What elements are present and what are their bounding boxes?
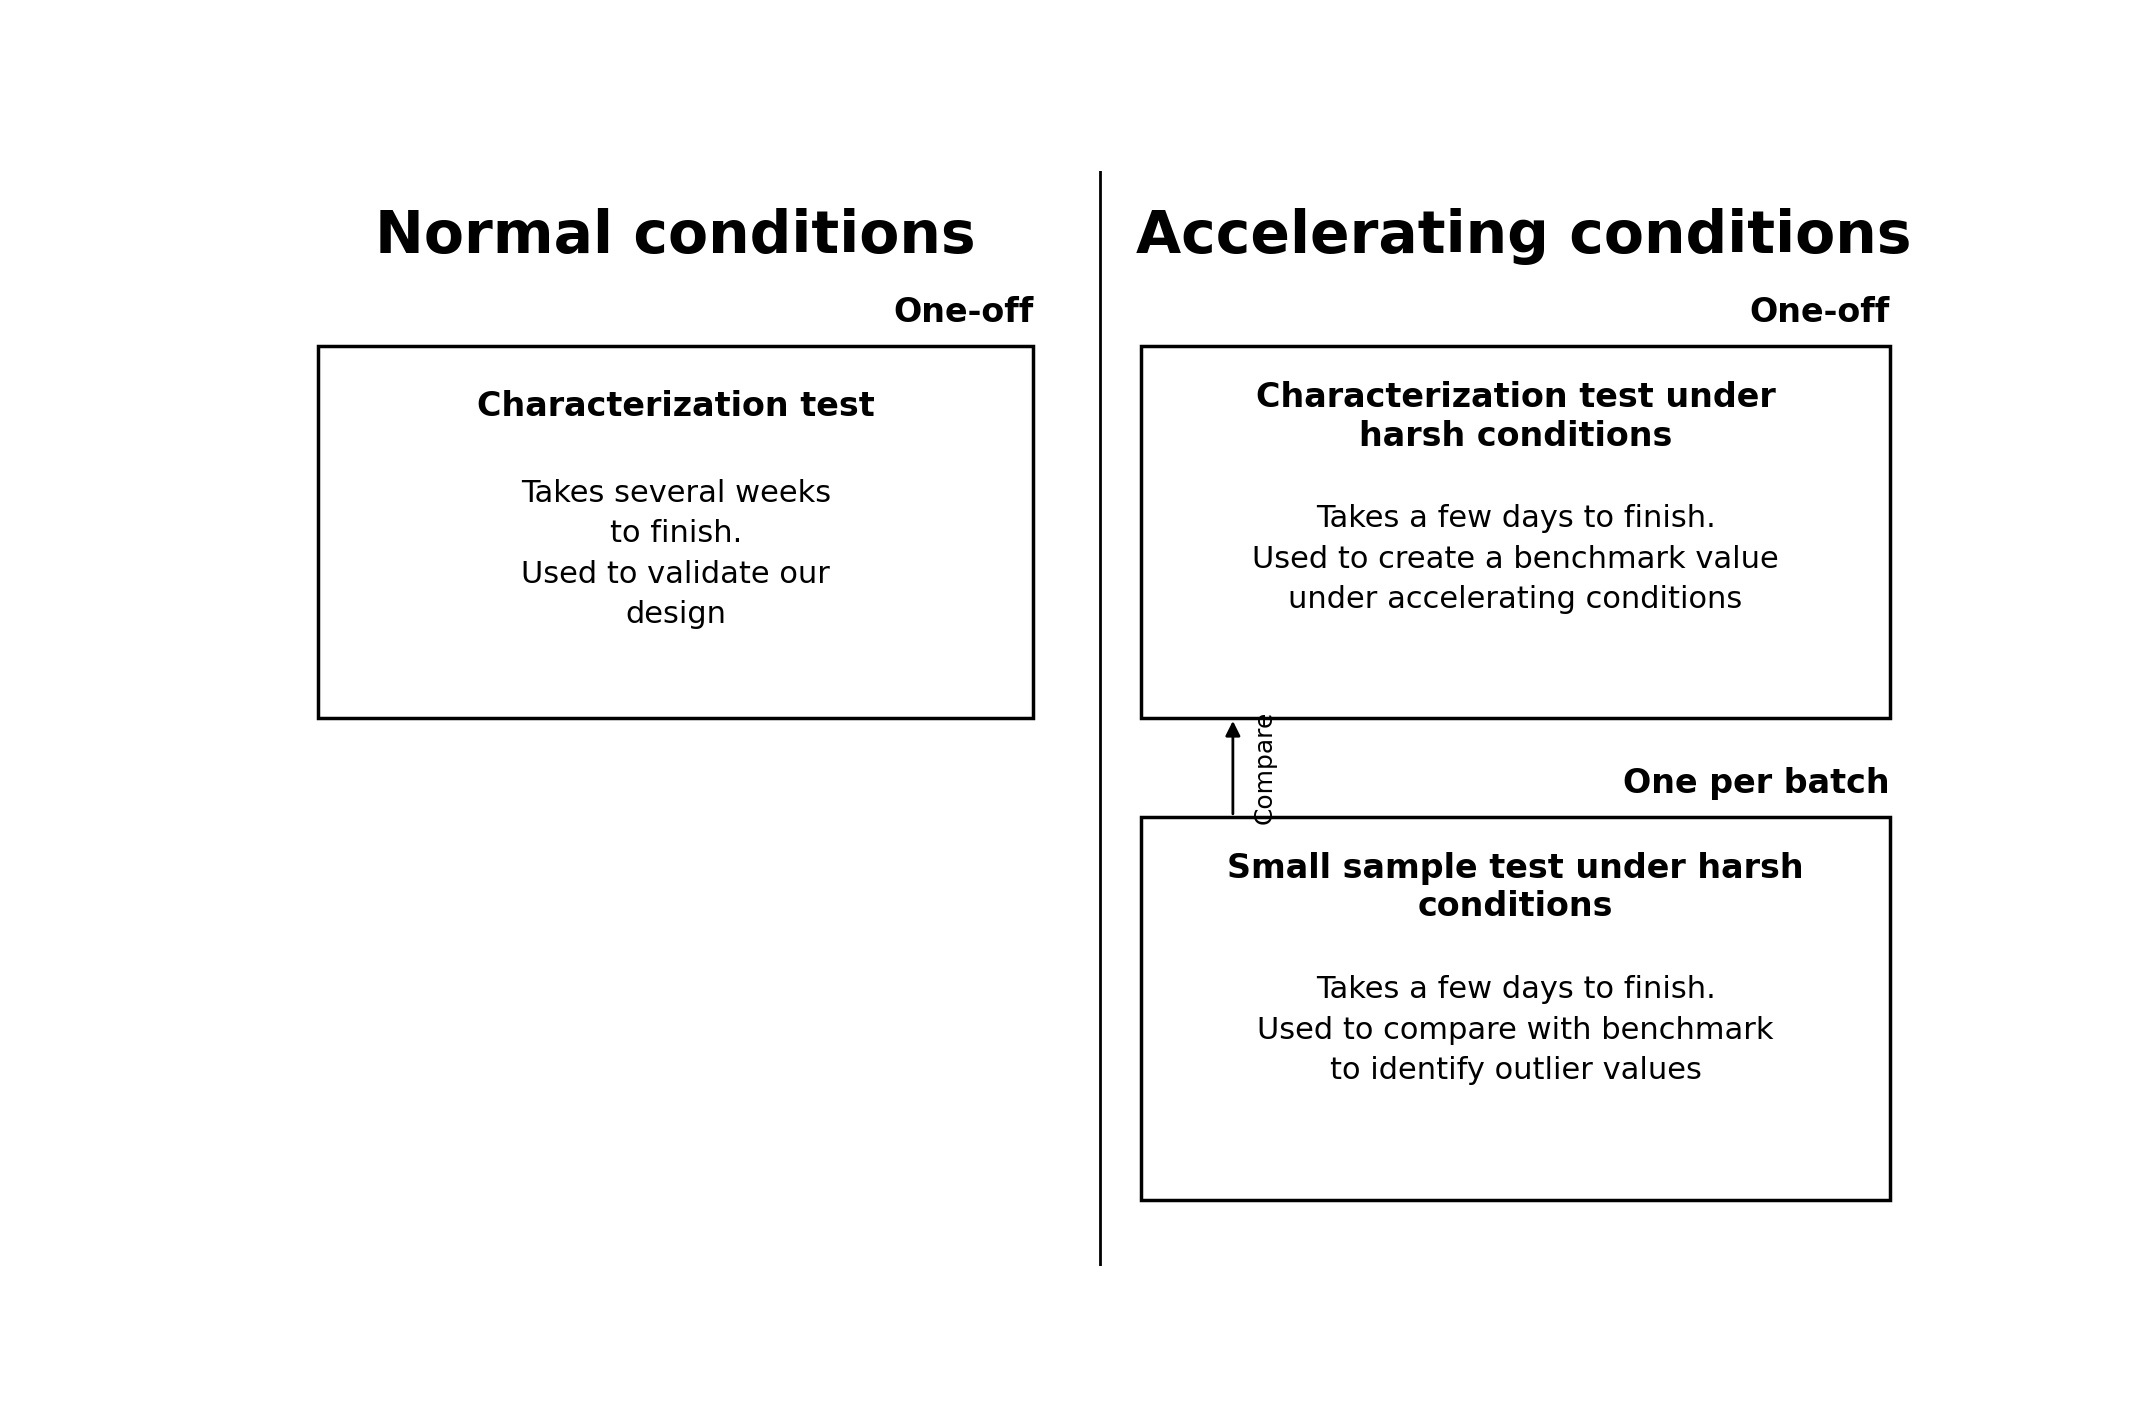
Text: Characterization test: Characterization test (476, 390, 876, 422)
Text: Small sample test under harsh
conditions: Small sample test under harsh conditions (1228, 852, 1805, 923)
Text: One-off: One-off (893, 296, 1034, 330)
FancyBboxPatch shape (1142, 816, 1891, 1200)
Text: Accelerating conditions: Accelerating conditions (1135, 208, 1912, 264)
Text: Takes several weeks
to finish.
Used to validate our
design: Takes several weeks to finish. Used to v… (521, 479, 831, 629)
Text: Takes a few days to finish.
Used to create a benchmark value
under accelerating : Takes a few days to finish. Used to crea… (1253, 505, 1779, 614)
Text: One per batch: One per batch (1622, 768, 1891, 801)
Text: Compare: Compare (1253, 711, 1277, 825)
FancyBboxPatch shape (1142, 346, 1891, 718)
Text: Characterization test under
harsh conditions: Characterization test under harsh condit… (1255, 381, 1775, 452)
Text: One-off: One-off (1749, 296, 1891, 330)
Text: Normal conditions: Normal conditions (376, 208, 976, 264)
FancyBboxPatch shape (318, 346, 1034, 718)
Text: Takes a few days to finish.
Used to compare with benchmark
to identify outlier v: Takes a few days to finish. Used to comp… (1258, 975, 1775, 1085)
